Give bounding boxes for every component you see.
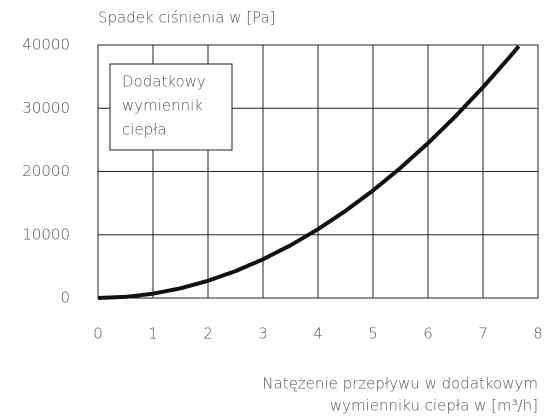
x-tick-label: 6 bbox=[423, 325, 433, 343]
y-tick-label: 30000 bbox=[22, 99, 70, 117]
x-tick-label: 2 bbox=[203, 325, 213, 343]
x-tick-label: 5 bbox=[368, 325, 378, 343]
y-axis-label: Spadek ciśnienia w [Pa] bbox=[98, 9, 276, 27]
x-tick-label: 3 bbox=[258, 325, 268, 343]
annotation-box bbox=[109, 63, 233, 151]
x-tick-label: 1 bbox=[148, 325, 158, 343]
x-tick-label: 8 bbox=[533, 325, 543, 343]
x-axis-label: Natężenie przepływu w dodatkowym bbox=[262, 375, 538, 393]
x-tick-label: 7 bbox=[478, 325, 488, 343]
x-tick-label: 0 bbox=[93, 325, 103, 343]
x-tick-label: 4 bbox=[313, 325, 323, 343]
annotation: wymiennik bbox=[122, 97, 203, 115]
x-axis-label: wymienniku ciepła w [m³/h] bbox=[330, 397, 538, 415]
y-tick-label: 20000 bbox=[22, 162, 70, 180]
y-tick-label: 40000 bbox=[22, 36, 70, 54]
y-tick-label: 0 bbox=[60, 289, 70, 307]
data-line bbox=[97, 44, 521, 300]
annotation: ciepła bbox=[122, 121, 167, 139]
annotation: Dodatkowy bbox=[122, 73, 206, 91]
y-tick-label: 10000 bbox=[22, 225, 70, 243]
